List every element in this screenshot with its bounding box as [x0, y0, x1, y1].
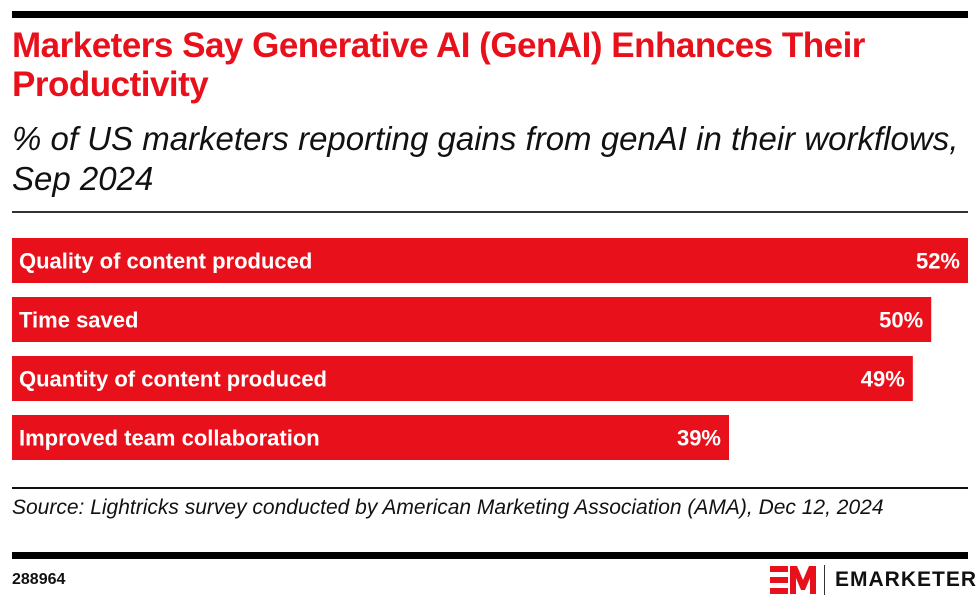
header-divider [12, 211, 968, 213]
footer-divider [12, 487, 968, 489]
source-note: Source: Lightricks survey conducted by A… [12, 496, 884, 519]
bar-3 [12, 415, 729, 460]
chart-title: Marketers Say Generative AI (GenAI) Enha… [12, 26, 865, 104]
category-label: Quantity of content produced [19, 367, 327, 392]
value-label: 52% [916, 249, 960, 274]
emarketer-logo: EMARKETER [770, 564, 977, 596]
chart-subtitle: % of US marketers reporting gains from g… [12, 120, 959, 197]
chart-id: 288964 [12, 571, 66, 588]
bar-0 [12, 238, 968, 283]
value-label: 49% [861, 367, 905, 392]
bar-2 [12, 356, 913, 401]
top-rule [12, 11, 968, 18]
value-label: 50% [879, 308, 923, 333]
em-logo-icon [770, 566, 816, 594]
logo-divider [824, 565, 825, 595]
bottom-rule [12, 552, 968, 559]
bar-1 [12, 297, 932, 342]
brand-name: EMARKETER [835, 568, 978, 591]
value-label: 39% [677, 426, 721, 451]
category-label: Quality of content produced [19, 249, 312, 274]
category-label: Improved team collaboration [19, 426, 320, 451]
category-label: Time saved [19, 308, 138, 333]
